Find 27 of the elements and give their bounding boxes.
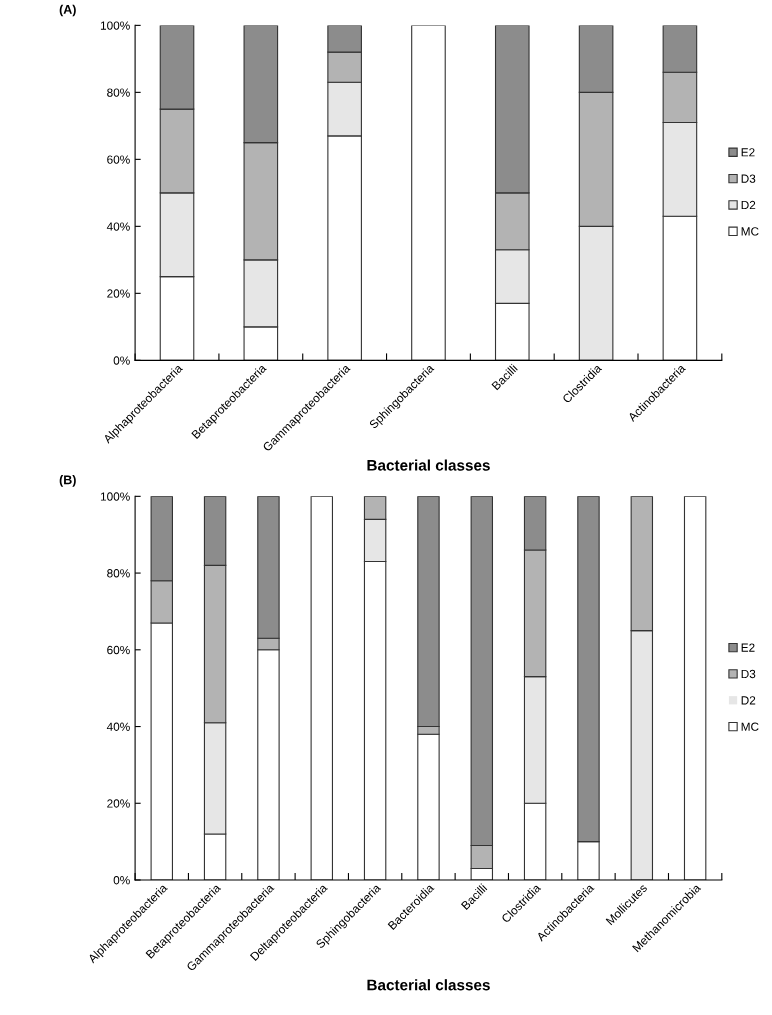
bar xyxy=(310,496,334,880)
x-axis-title: Bacterial classes xyxy=(367,979,490,991)
legend-label: MC xyxy=(741,227,759,236)
legend-label: MC xyxy=(741,722,759,731)
y-tick-label: 0% xyxy=(113,356,130,365)
y-tick-label: 80% xyxy=(107,88,130,97)
y-tick-label: 100% xyxy=(100,21,130,30)
y-tick-label: 60% xyxy=(107,645,130,655)
y-tick-label: 80% xyxy=(107,569,130,578)
y-tick-label: 20% xyxy=(107,289,130,298)
legend-label: E2 xyxy=(741,148,755,157)
y-tick-label: 100% xyxy=(100,492,130,501)
legend-label: E2 xyxy=(741,643,755,652)
chart-title: (A) xyxy=(59,4,76,17)
y-tick-label: 20% xyxy=(107,799,130,808)
legend-label: D3 xyxy=(741,669,756,679)
legend-label: D2 xyxy=(741,696,756,705)
y-tick-label: 60% xyxy=(107,155,130,164)
bar xyxy=(683,496,707,880)
y-tick-label: 0% xyxy=(113,876,130,885)
y-tick-label: 40% xyxy=(106,222,130,231)
x-axis-title: Bacterial classes xyxy=(367,459,490,471)
legend-label: D3 xyxy=(741,174,756,183)
bar xyxy=(411,25,446,361)
chart-title: (B) xyxy=(59,475,76,487)
y-tick-label: 40% xyxy=(106,722,130,731)
legend-label: D2 xyxy=(741,200,756,210)
